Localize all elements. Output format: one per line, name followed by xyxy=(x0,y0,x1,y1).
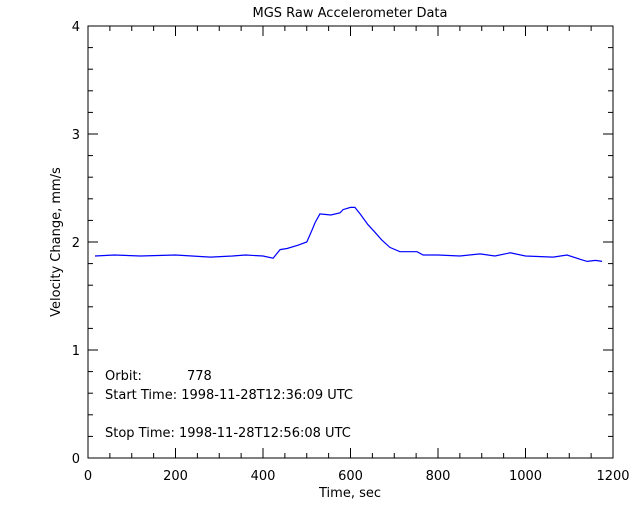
stop-time: Stop Time: 1998-11-28T12:56:08 UTC xyxy=(105,426,351,441)
x-tick-label: 200 xyxy=(163,469,188,484)
x-tick-label: 0 xyxy=(84,469,92,484)
x-tick-label: 400 xyxy=(251,469,276,484)
x-tick-label: 800 xyxy=(426,469,451,484)
x-tick-label: 600 xyxy=(338,469,363,484)
orbit-label: Orbit: xyxy=(105,369,142,384)
y-tick-label: 4 xyxy=(72,20,80,35)
y-tick-label: 2 xyxy=(72,236,80,251)
series-line xyxy=(94,206,603,263)
x-axis-label: Time, sec xyxy=(318,486,381,501)
x-tick-label: 1000 xyxy=(509,469,542,484)
y-axis-label: Velocity Change, mm/s xyxy=(49,167,64,317)
orbit-value: 778 xyxy=(187,369,212,384)
y-tick-label: 3 xyxy=(72,128,80,143)
chart-title: MGS Raw Accelerometer Data xyxy=(252,6,447,21)
x-tick-label: 1200 xyxy=(596,469,629,484)
y-tick-label: 1 xyxy=(72,344,80,359)
y-tick-label: 0 xyxy=(72,452,80,467)
start-time: Start Time: 1998-11-28T12:36:09 UTC xyxy=(105,388,353,403)
